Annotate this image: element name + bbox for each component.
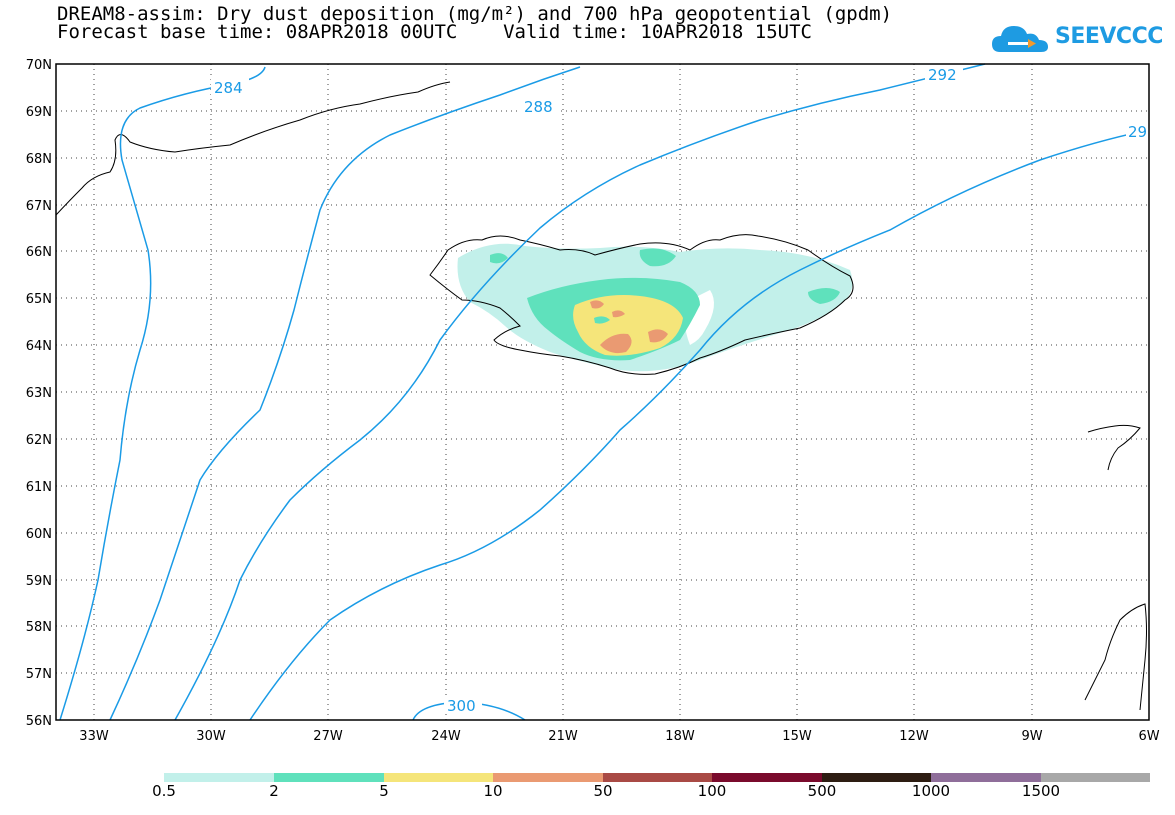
coastlines	[55, 81, 1147, 711]
legend-colorbar	[164, 773, 1150, 782]
lon-label: 12W	[899, 729, 929, 744]
lat-label: 60N	[26, 527, 52, 542]
legend-swatch	[603, 773, 712, 782]
logo-text: SEEVCCC	[1055, 24, 1163, 49]
legend-label: 10	[483, 782, 503, 800]
contour-label-288: 288	[524, 98, 553, 116]
contour-label-292: 292	[928, 66, 957, 84]
legend-label: 5	[379, 782, 389, 800]
contour-label-296: 29	[1128, 123, 1147, 141]
lat-label: 69N	[26, 105, 52, 120]
legend-swatch	[493, 773, 603, 782]
longitude-labels: 33W 30W 27W 24W 21W 18W 15W 12W 9W 6W	[79, 729, 1159, 744]
map-title: DREAM8-assim: Dry dust deposition (mg/m²…	[57, 3, 893, 25]
legend-label: 50	[593, 782, 613, 800]
contour-labels: 284 288 292 29 300	[211, 65, 1150, 715]
legend-swatch	[384, 773, 493, 782]
contour-label-284: 284	[214, 79, 243, 97]
lon-label: 24W	[431, 729, 461, 744]
legend-label: 0.5	[152, 782, 176, 800]
legend-swatch	[1041, 773, 1150, 782]
lon-label: 27W	[313, 729, 343, 744]
lon-label: 9W	[1021, 729, 1042, 744]
legend-label: 100	[697, 782, 727, 800]
legend-swatch	[164, 773, 274, 782]
legend-label: 2	[269, 782, 279, 800]
lat-label: 67N	[26, 199, 52, 214]
lat-label: 57N	[26, 667, 52, 682]
map-frame	[55, 63, 1150, 721]
legend-label: 1500	[1021, 782, 1061, 800]
legend-swatch	[822, 773, 931, 782]
contour-label-300: 300	[447, 697, 476, 715]
lat-label: 70N	[26, 58, 52, 73]
cloud-icon	[990, 20, 1140, 60]
legend-label: 1000	[911, 782, 951, 800]
lat-label: 56N	[26, 714, 52, 729]
lon-label: 15W	[782, 729, 812, 744]
lon-label: 6W	[1138, 729, 1159, 744]
legend-swatch	[931, 773, 1041, 782]
lon-label: 33W	[79, 729, 109, 744]
lat-label: 65N	[26, 292, 52, 307]
lat-label: 66N	[26, 245, 52, 260]
geopotential-contours	[59, 63, 1150, 721]
lat-label: 62N	[26, 433, 52, 448]
lon-label: 21W	[548, 729, 578, 744]
lat-label: 68N	[26, 152, 52, 167]
lon-label: 18W	[665, 729, 695, 744]
legend-swatch	[712, 773, 822, 782]
lat-label: 59N	[26, 574, 52, 589]
gridlines	[56, 64, 1149, 720]
legend-label: 500	[807, 782, 837, 800]
latitude-labels: 70N 69N 68N 67N 66N 65N 64N 63N 62N 61N …	[26, 58, 52, 729]
lat-label: 58N	[26, 620, 52, 635]
lat-label: 63N	[26, 386, 52, 401]
lat-label: 64N	[26, 339, 52, 354]
lat-label: 61N	[26, 480, 52, 495]
lon-label: 30W	[196, 729, 226, 744]
map-subtitle: Forecast base time: 08APR2018 00UTC Vali…	[57, 21, 812, 43]
dust-deposition-field	[457, 243, 853, 372]
legend-swatch	[274, 773, 384, 782]
